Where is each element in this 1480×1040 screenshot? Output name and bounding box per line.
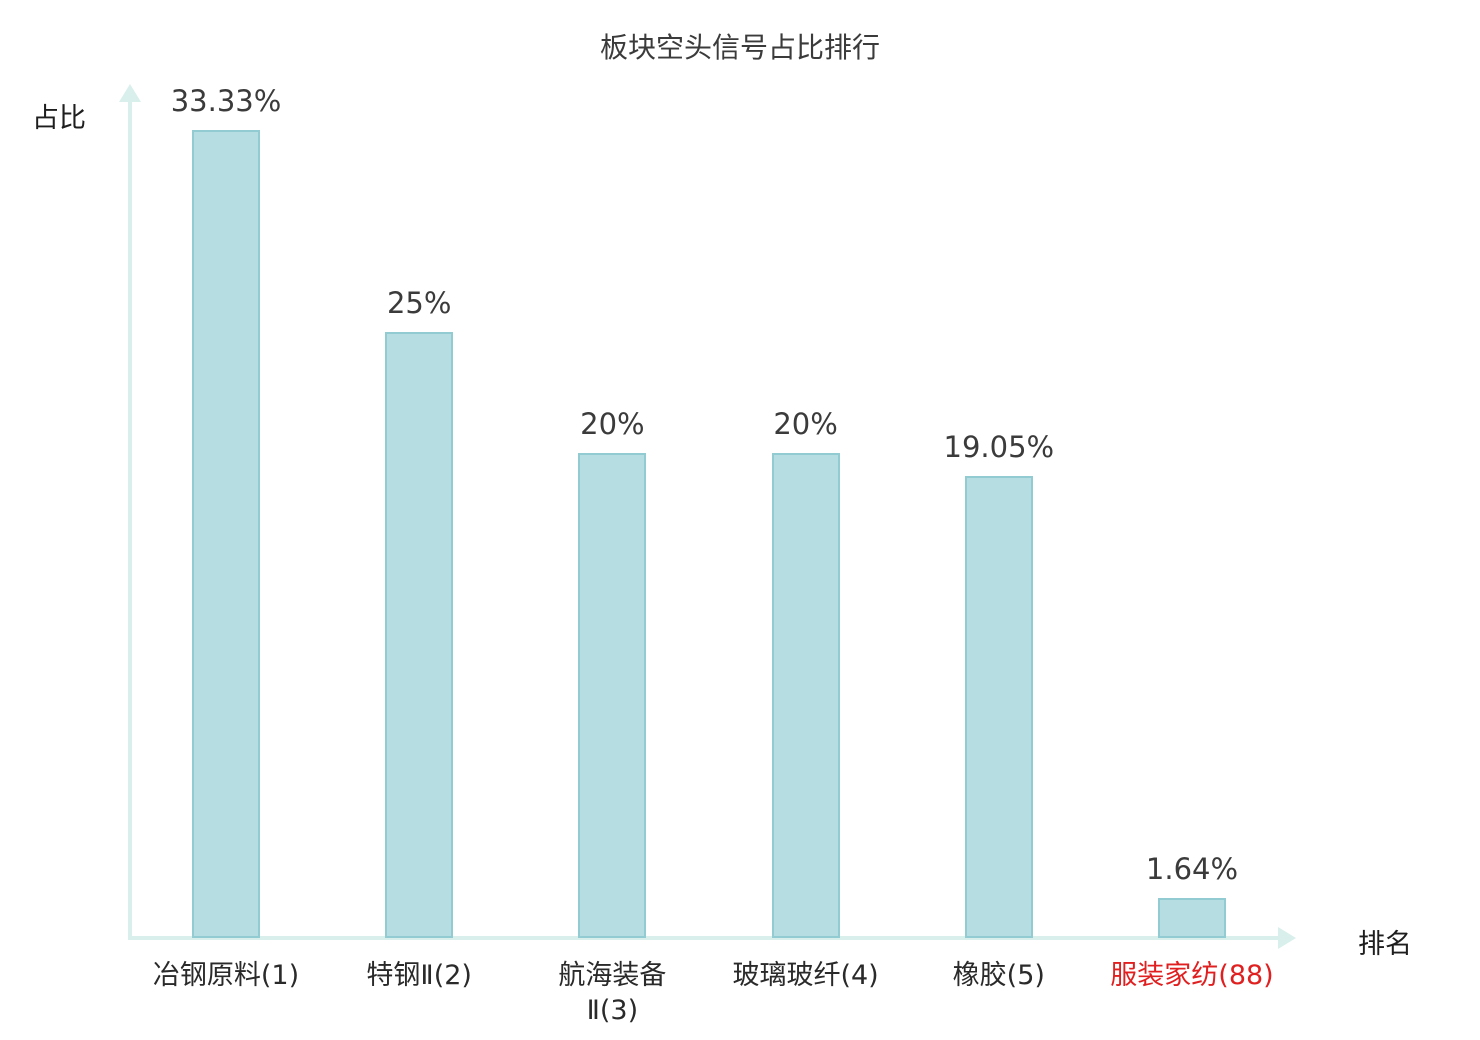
bar-value-label-1: 33.33% (170, 84, 282, 118)
bar-value-label-4: 20% (773, 407, 838, 441)
bar-value-label-6: 1.64% (1145, 852, 1239, 886)
bar-value-label-2: 25% (386, 286, 452, 320)
category-label-5: 橡胶(5) (952, 960, 1045, 991)
x-axis-arrow-icon (1278, 927, 1296, 949)
bar-5 (964, 476, 1033, 938)
y-axis-arrow-icon (119, 84, 141, 102)
y-axis-title: 占比 (32, 103, 86, 134)
bar-4 (771, 453, 840, 938)
x-axis-line (128, 936, 1280, 940)
bar-1 (192, 130, 260, 938)
category-label-1: 冶钢原料(1) (152, 960, 300, 991)
y-axis-line (128, 98, 132, 940)
x-axis-title: 排名 (1358, 929, 1412, 960)
category-label-6: 服装家纺(88) (1110, 960, 1274, 991)
category-label-3: 航海装备 Ⅱ(3) (558, 960, 667, 1027)
bar-6 (1158, 898, 1226, 938)
bar-3 (578, 453, 647, 938)
bar-value-label-5: 19.05% (943, 430, 1055, 464)
category-label-2: 特钢Ⅱ(2) (366, 960, 472, 991)
category-label-4: 玻璃玻纤(4) (732, 960, 879, 991)
bar-value-label-3: 20% (580, 407, 645, 441)
chart-title: 板块空头信号占比排行 (599, 31, 880, 64)
bar-2 (385, 332, 454, 938)
